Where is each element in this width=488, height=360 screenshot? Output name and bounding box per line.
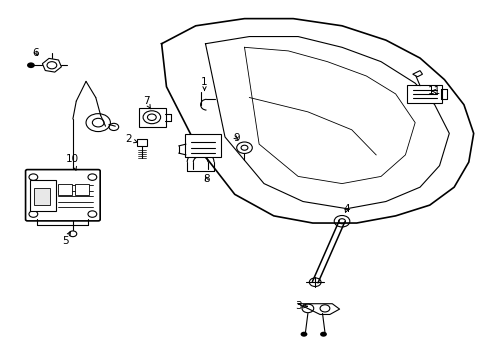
Text: 10: 10 xyxy=(66,154,79,170)
Text: 3: 3 xyxy=(294,301,306,311)
Circle shape xyxy=(300,332,307,337)
Bar xyxy=(137,139,147,146)
Bar xyxy=(34,188,50,205)
Text: 4: 4 xyxy=(343,204,349,214)
FancyBboxPatch shape xyxy=(139,108,165,127)
Circle shape xyxy=(27,62,35,68)
Text: 5: 5 xyxy=(61,232,70,246)
FancyBboxPatch shape xyxy=(184,134,221,157)
FancyBboxPatch shape xyxy=(25,170,100,221)
Text: 8: 8 xyxy=(203,174,209,184)
Text: 9: 9 xyxy=(232,133,239,143)
Circle shape xyxy=(320,332,326,337)
Text: 2: 2 xyxy=(125,134,137,144)
FancyBboxPatch shape xyxy=(30,180,56,211)
Bar xyxy=(58,184,72,195)
Bar xyxy=(75,184,89,195)
FancyBboxPatch shape xyxy=(406,85,441,103)
Polygon shape xyxy=(412,71,422,77)
Text: 6: 6 xyxy=(32,48,39,58)
Text: 11: 11 xyxy=(427,86,440,96)
Text: 1: 1 xyxy=(201,77,207,90)
Text: 7: 7 xyxy=(142,96,150,109)
